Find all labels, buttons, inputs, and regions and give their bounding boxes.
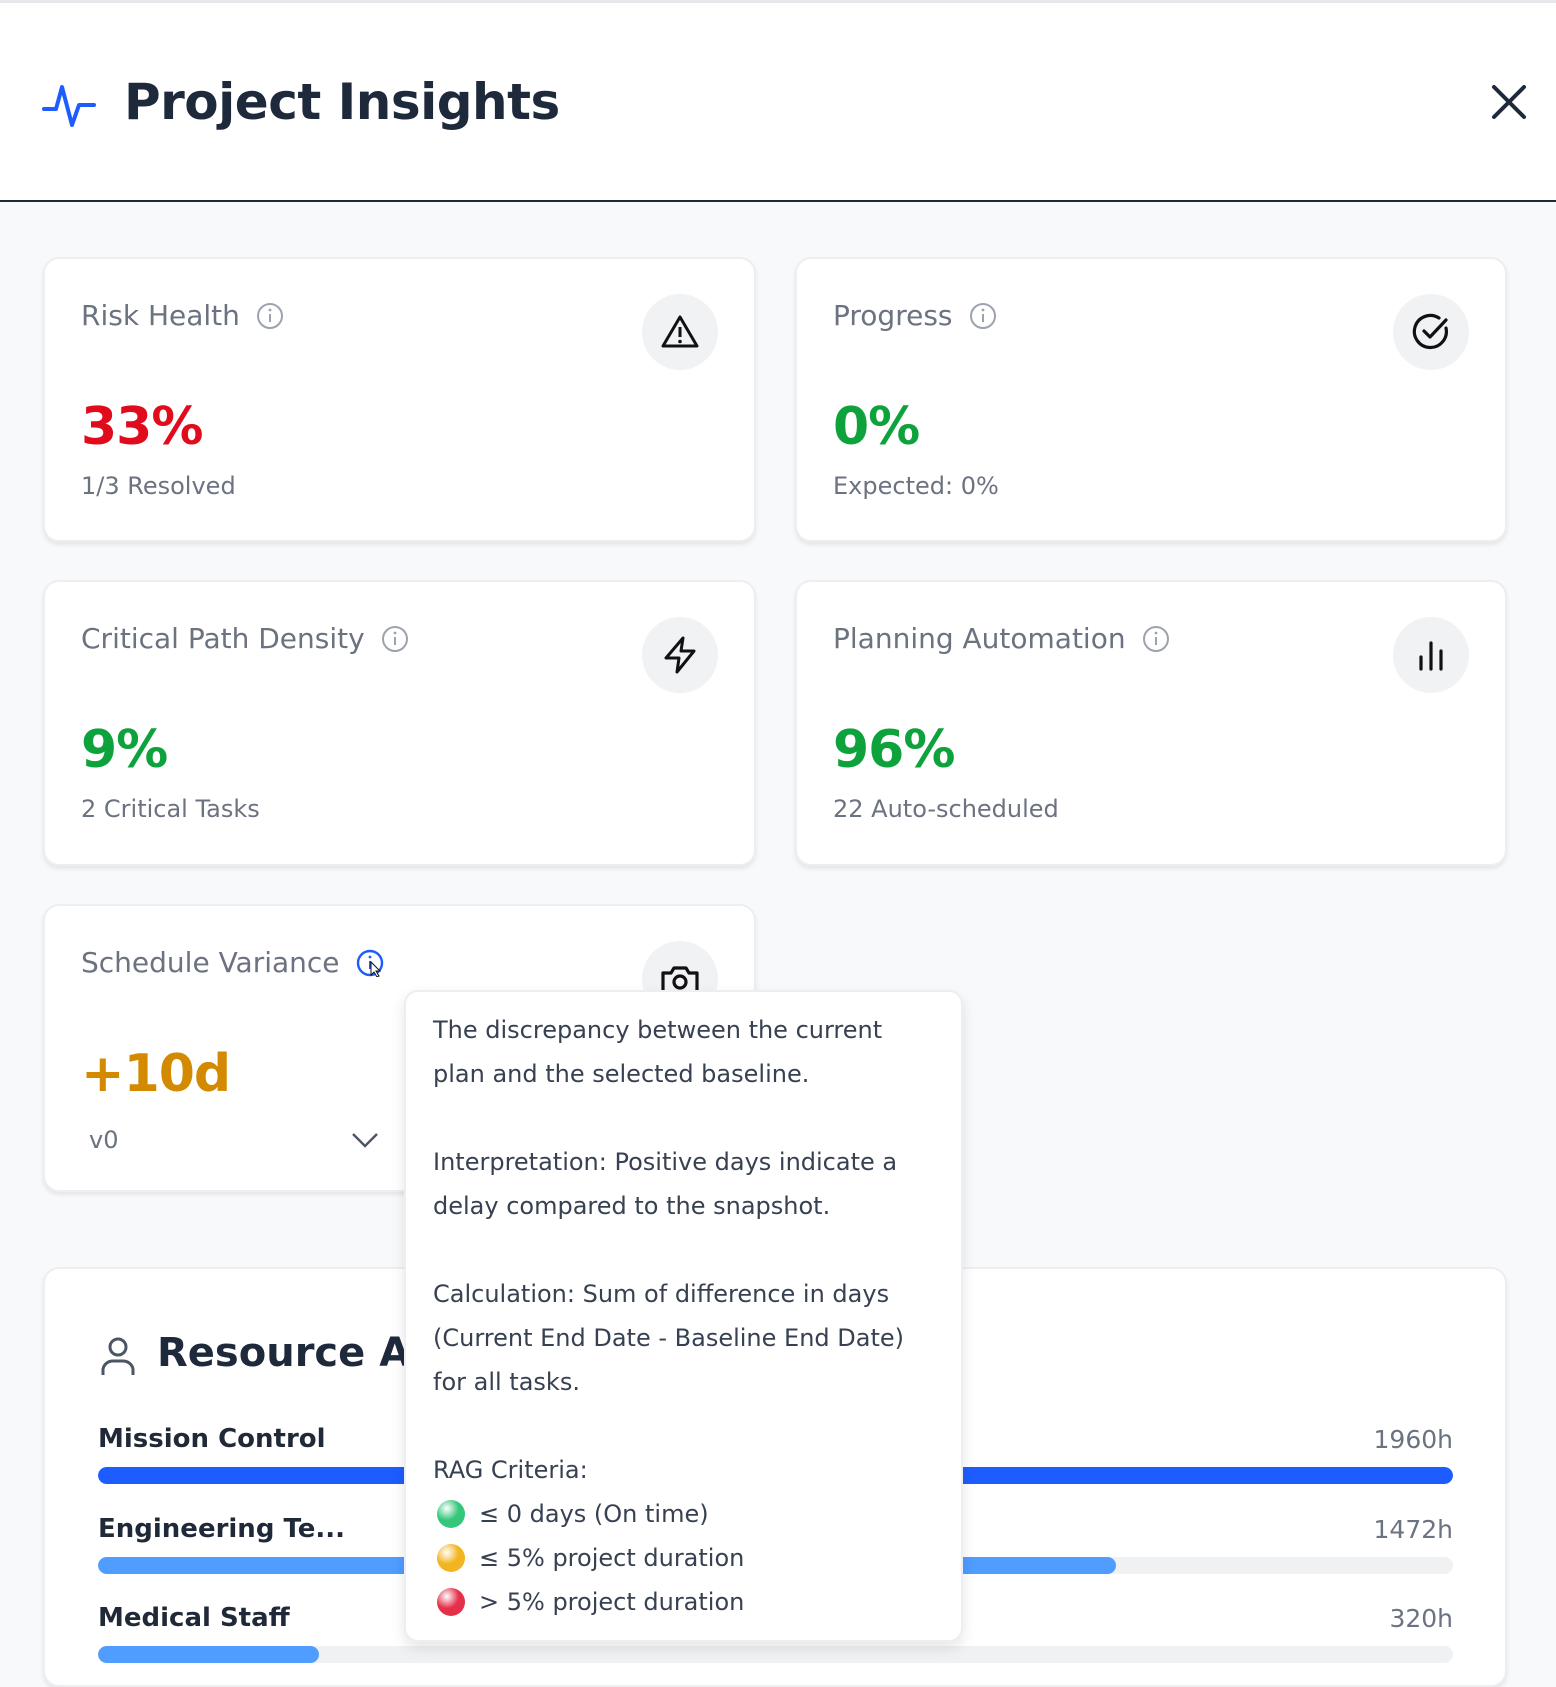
warning-triangle-icon xyxy=(642,294,718,370)
user-icon xyxy=(101,1337,135,1375)
card-label: Schedule Variance xyxy=(81,946,340,979)
rag-label: ≤ 0 days (On time) xyxy=(479,1500,709,1528)
info-icon[interactable] xyxy=(1142,625,1170,653)
window-top-border xyxy=(0,0,1556,3)
tooltip-interpretation: Interpretation: Positive days indicate a… xyxy=(433,1148,898,1220)
risk-health-sub: 1/3 Resolved xyxy=(81,472,236,500)
info-icon[interactable] xyxy=(381,625,409,653)
card-label: Critical Path Density xyxy=(81,622,365,655)
check-circle-icon xyxy=(1393,294,1469,370)
schedule-variance-value: +10d xyxy=(81,1044,231,1104)
resource-row-hours: 1960h xyxy=(1373,1425,1453,1454)
bar-chart-icon xyxy=(1393,617,1469,693)
chevron-down-icon xyxy=(352,1133,378,1148)
baseline-select[interactable]: v0 xyxy=(89,1120,379,1160)
critical-path-card: Critical Path Density 9% 2 Critical Task… xyxy=(43,580,756,866)
baseline-select-value: v0 xyxy=(89,1126,119,1154)
resource-row-hours: 320h xyxy=(1389,1604,1453,1633)
lightning-icon xyxy=(642,617,718,693)
planning-automation-value: 96% xyxy=(833,720,955,780)
info-icon[interactable] xyxy=(356,949,384,977)
critical-path-sub: 2 Critical Tasks xyxy=(81,795,260,823)
risk-health-value: 33% xyxy=(81,397,203,457)
rag-item-amber: ≤ 5% project duration xyxy=(433,1536,941,1580)
risk-health-card: Risk Health 33% 1/3 Resolved xyxy=(43,257,756,542)
resource-row-hours: 1472h xyxy=(1373,1515,1453,1544)
rag-criteria-title: RAG Criteria: xyxy=(433,1456,588,1484)
critical-path-value: 9% xyxy=(81,720,168,780)
planning-automation-sub: 22 Auto-scheduled xyxy=(833,795,1059,823)
info-icon[interactable] xyxy=(256,302,284,330)
green-dot-icon xyxy=(437,1500,465,1528)
card-label: Risk Health xyxy=(81,299,240,332)
progress-value: 0% xyxy=(833,397,920,457)
info-icon[interactable] xyxy=(969,302,997,330)
activity-pulse-icon xyxy=(42,85,96,127)
rag-label: > 5% project duration xyxy=(479,1588,745,1616)
card-label: Planning Automation xyxy=(833,622,1126,655)
amber-dot-icon xyxy=(437,1544,465,1572)
resource-bar xyxy=(98,1646,1453,1663)
red-dot-icon xyxy=(437,1588,465,1616)
rag-item-red: > 5% project duration xyxy=(433,1580,941,1624)
panel-header: Project Insights xyxy=(0,3,1556,202)
card-label: Progress xyxy=(833,299,953,332)
resource-row-label: Engineering Te... xyxy=(98,1514,346,1544)
rag-label: ≤ 5% project duration xyxy=(479,1544,745,1572)
schedule-variance-tooltip: The discrepancy between the current plan… xyxy=(404,990,963,1642)
resource-row-label: Medical Staff xyxy=(98,1603,290,1633)
progress-sub: Expected: 0% xyxy=(833,472,999,500)
planning-automation-card: Planning Automation 96% 22 Auto-schedule… xyxy=(795,580,1507,866)
tooltip-calculation: Calculation: Sum of difference in days (… xyxy=(433,1280,904,1396)
resource-row-label: Mission Control xyxy=(98,1424,326,1454)
resource-bar-fill xyxy=(98,1646,319,1663)
page-title: Project Insights xyxy=(124,73,560,131)
rag-item-green: ≤ 0 days (On time) xyxy=(433,1492,941,1536)
close-x-icon[interactable] xyxy=(1490,83,1528,121)
progress-card: Progress 0% Expected: 0% xyxy=(795,257,1507,542)
tooltip-description: The discrepancy between the current plan… xyxy=(433,1016,883,1088)
